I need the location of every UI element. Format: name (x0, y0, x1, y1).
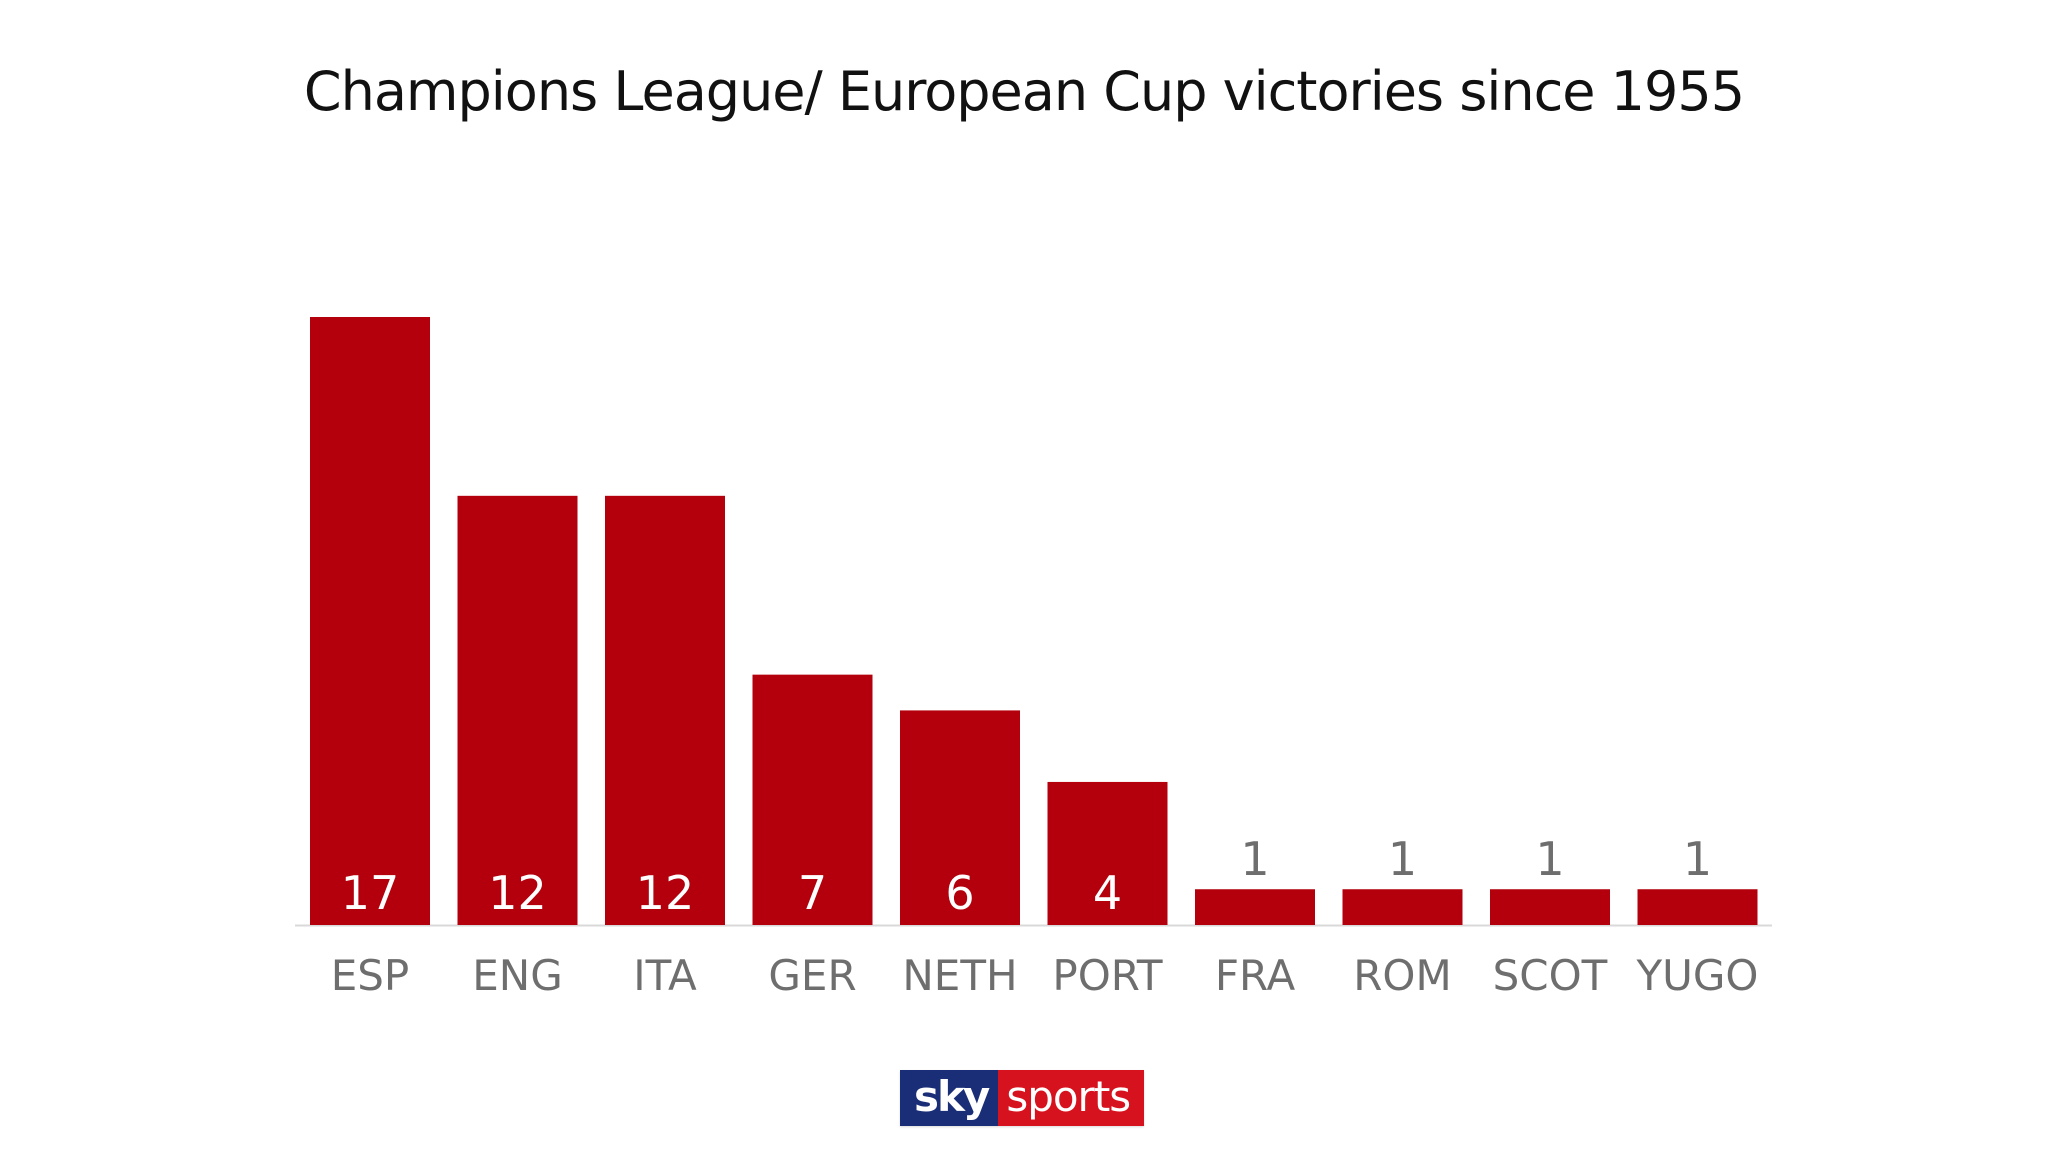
x-tick-label-ita: ITA (633, 951, 697, 1000)
sky-sports-logo: sky sports (900, 1070, 1145, 1126)
bar-fra (1195, 889, 1315, 925)
data-label-scot: 1 (1535, 832, 1564, 886)
data-label-ger: 7 (798, 866, 827, 920)
bar-ita (605, 495, 725, 925)
data-label-fra: 1 (1240, 832, 1269, 886)
chart-title: Champions League/ European Cup victories… (303, 60, 1745, 123)
data-label-esp: 17 (341, 866, 400, 920)
logo-sports-text: sports (998, 1070, 1145, 1126)
data-label-neth: 6 (945, 866, 974, 920)
x-tick-label-esp: ESP (331, 951, 410, 1000)
x-tick-label-neth: NETH (902, 951, 1017, 1000)
data-label-ita: 12 (636, 866, 695, 920)
x-tick-label-ger: GER (768, 951, 856, 1000)
bar-ger (752, 674, 873, 925)
bar-port (1047, 781, 1168, 925)
logo-sky-text: sky (900, 1070, 999, 1126)
bar-scot (1490, 889, 1610, 925)
bar-yugo (1637, 889, 1758, 925)
bar-neth (900, 710, 1020, 925)
data-label-rom: 1 (1388, 832, 1417, 886)
x-tick-label-fra: FRA (1215, 951, 1296, 1000)
data-label-port: 4 (1093, 866, 1122, 920)
data-label-yugo: 1 (1683, 832, 1712, 886)
bar-eng (457, 495, 578, 925)
bar-rom (1342, 889, 1463, 925)
x-tick-label-rom: ROM (1353, 951, 1451, 1000)
bar-esp (310, 317, 430, 925)
x-tick-label-eng: ENG (472, 951, 563, 1000)
x-tick-label-scot: SCOT (1493, 951, 1608, 1000)
x-tick-label-yugo: YUGO (1635, 951, 1758, 1000)
x-tick-label-port: PORT (1052, 951, 1163, 1000)
data-label-eng: 12 (488, 866, 547, 920)
